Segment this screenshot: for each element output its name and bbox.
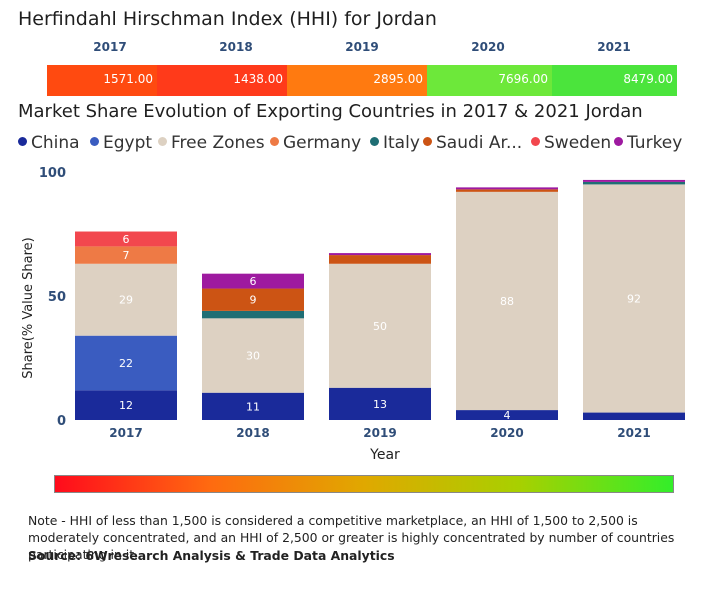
bar-segment-china-2019: [329, 387, 431, 420]
bar-segment-saudi-ar--2019: [329, 255, 431, 264]
hhi-year-2017: 2017: [93, 40, 127, 54]
hhi-cell-2019: 2895.00: [287, 65, 427, 96]
hhi-year-2021: 2021: [597, 40, 631, 54]
legend-dot-icon: [370, 137, 379, 146]
bar-segment-free-zones-2018: [202, 318, 304, 393]
legend-dot-icon: [18, 137, 27, 146]
legend-label: Turkey: [627, 133, 683, 153]
chart-legend: China Egypt Free Zones Germany Italy Sau…: [18, 133, 708, 157]
legend-dot-icon: [158, 137, 167, 146]
hhi-cell-2021: 8479.00: [552, 65, 677, 96]
bar-segment-free-zones-2017: [75, 263, 177, 336]
bar-data-label: 7: [123, 249, 130, 262]
hhi-year-2019: 2019: [345, 40, 379, 54]
bar-segment-china-2020: [456, 410, 558, 420]
legend-dot-icon: [423, 137, 432, 146]
hhi-cell-2018: 1438.00: [157, 65, 287, 96]
bar-data-label: 29: [119, 294, 133, 307]
chart-title: Market Share Evolution of Exporting Coun…: [18, 101, 643, 122]
hhi-value-2017: 1571.00: [103, 72, 153, 86]
bar-segment-china-2021: [583, 412, 685, 420]
hhi-value-2018: 1438.00: [233, 72, 283, 86]
stacked-bar-chart: 0 50 100 Share(% Value Share) 12 22 29 7 6 2017 11…: [21, 166, 685, 463]
x-tick-label: 2020: [490, 426, 523, 440]
x-tick-label: 2019: [363, 426, 396, 440]
legend-label: Free Zones: [171, 133, 265, 153]
x-axis-title: Year: [369, 447, 400, 463]
y-tick-label: 0: [57, 414, 66, 429]
legend-label: Germany: [283, 133, 362, 153]
legend-dot-icon: [614, 137, 623, 146]
bar-segment-free-zones-2020: [456, 191, 558, 411]
bar-segment-germany-2017: [75, 246, 177, 264]
legend-item-sweden[interactable]: Sweden: [531, 133, 611, 153]
hhi-year-row: 2017 2018 2019 2020 2021: [47, 40, 677, 56]
legend-item-turkey[interactable]: Turkey: [614, 133, 682, 153]
bar-segment-free-zones-2021: [583, 184, 685, 413]
bar-data-label: 12: [119, 399, 133, 412]
hhi-color-scale: [54, 475, 674, 493]
hhi-note: Note - HHI of less than 1,500 is conside…: [28, 513, 675, 562]
bar-segment-saudi-ar--2020: [456, 189, 558, 192]
bar-segment-free-zones-2019: [329, 263, 431, 388]
bar-segment-turkey-2020: [456, 187, 558, 190]
bar-segment-china-2018: [202, 392, 304, 420]
legend-dot-icon: [90, 137, 99, 146]
bar-segment-italy-2018: [202, 310, 304, 319]
legend-item-egypt[interactable]: Egypt: [90, 133, 152, 153]
legend-dot-icon: [270, 137, 279, 146]
hhi-title: Herfindahl Hirschman Index (HHI) for Jor…: [18, 8, 437, 30]
bar-segment-sweden-2017: [75, 231, 177, 247]
legend-label: Saudi Ar...: [436, 133, 523, 153]
bar-segment-saudi-ar--2018: [202, 288, 304, 311]
bar-segment-turkey-2018: [202, 273, 304, 289]
bar-data-label: 4: [504, 409, 511, 422]
bar-segment-egypt-2017: [75, 335, 177, 391]
bar-data-label: 11: [246, 400, 260, 413]
hhi-value-2020: 7696.00: [498, 72, 548, 86]
hhi-value-2019: 2895.00: [373, 72, 423, 86]
legend-label: Sweden: [544, 133, 612, 153]
hhi-value-2021: 8479.00: [623, 72, 673, 86]
legend-item-saudi-arabia[interactable]: Saudi Ar...: [423, 133, 522, 153]
bar-data-label: 88: [500, 295, 514, 308]
hhi-value-bar: 1571.00 1438.00 2895.00 7696.00 8479.00: [47, 65, 677, 96]
bar-segment-turkey-2019: [329, 253, 431, 256]
legend-dot-icon: [531, 137, 540, 146]
legend-item-germany[interactable]: Germany: [270, 133, 361, 153]
bar-segment-china-2017: [75, 390, 177, 420]
legend-label: China: [31, 133, 80, 153]
bar-data-label: 13: [373, 398, 387, 411]
legend-label: Italy: [383, 133, 420, 153]
y-tick-label: 50: [48, 290, 66, 305]
bar-data-label: 9: [250, 294, 257, 307]
legend-item-free-zones[interactable]: Free Zones: [158, 133, 265, 153]
hhi-year-2018: 2018: [219, 40, 253, 54]
x-tick-label: 2017: [109, 426, 142, 440]
bar-data-label: 6: [250, 275, 257, 288]
bar-segment-italy-2021: [583, 181, 685, 185]
bar-segment-turkey-2021: [583, 179, 685, 182]
bar-data-label: 6: [123, 233, 130, 246]
y-tick-label: 100: [39, 166, 66, 181]
x-tick-label: 2021: [617, 426, 650, 440]
bar-data-label: 22: [119, 357, 133, 370]
legend-item-italy[interactable]: Italy: [370, 133, 420, 153]
bar-data-label: 30: [246, 350, 260, 363]
hhi-year-2020: 2020: [471, 40, 505, 54]
hhi-cell-2017: 1571.00: [47, 65, 157, 96]
x-tick-label: 2018: [236, 426, 269, 440]
bar-data-label: 92: [627, 292, 641, 305]
legend-label: Egypt: [103, 133, 153, 153]
y-axis-title: Share(% Value Share): [21, 237, 36, 379]
source-line: Source: 6Wresearch Analysis & Trade Data…: [28, 548, 395, 563]
hhi-cell-2020: 7696.00: [427, 65, 552, 96]
legend-item-china[interactable]: China: [18, 133, 80, 153]
bar-data-label: 50: [373, 320, 387, 333]
